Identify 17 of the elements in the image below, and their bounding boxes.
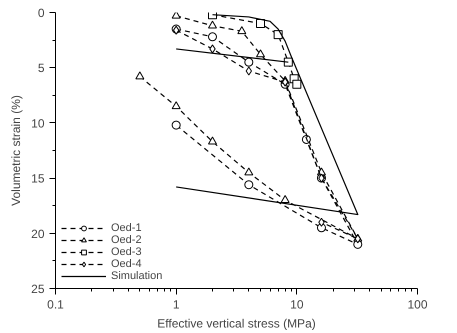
legend-label: Oed-2 bbox=[111, 234, 142, 246]
legend-label: Oed-4 bbox=[111, 258, 142, 270]
x-tick-label: 10 bbox=[290, 298, 304, 312]
x-tick-label: 0.1 bbox=[47, 298, 64, 312]
y-axis-title: Volumetric strain (%) bbox=[9, 95, 24, 206]
y-tick-label: 0 bbox=[38, 6, 45, 20]
legend-label: Oed-1 bbox=[111, 222, 142, 234]
legend-label: Oed-3 bbox=[111, 246, 142, 258]
legend-label: Simulation bbox=[111, 270, 162, 282]
y-tick-label: 20 bbox=[31, 226, 45, 241]
y-tick-label: 10 bbox=[31, 116, 45, 130]
y-tick-label: 15 bbox=[31, 172, 45, 186]
y-tick-label: 25 bbox=[31, 282, 45, 296]
y-tick-label: 5 bbox=[38, 61, 45, 76]
x-tick-label: 100 bbox=[407, 298, 428, 312]
x-tick-label: 1 bbox=[172, 298, 180, 312]
x-axis-title: Effective vertical stress (MPa) bbox=[157, 316, 316, 330]
